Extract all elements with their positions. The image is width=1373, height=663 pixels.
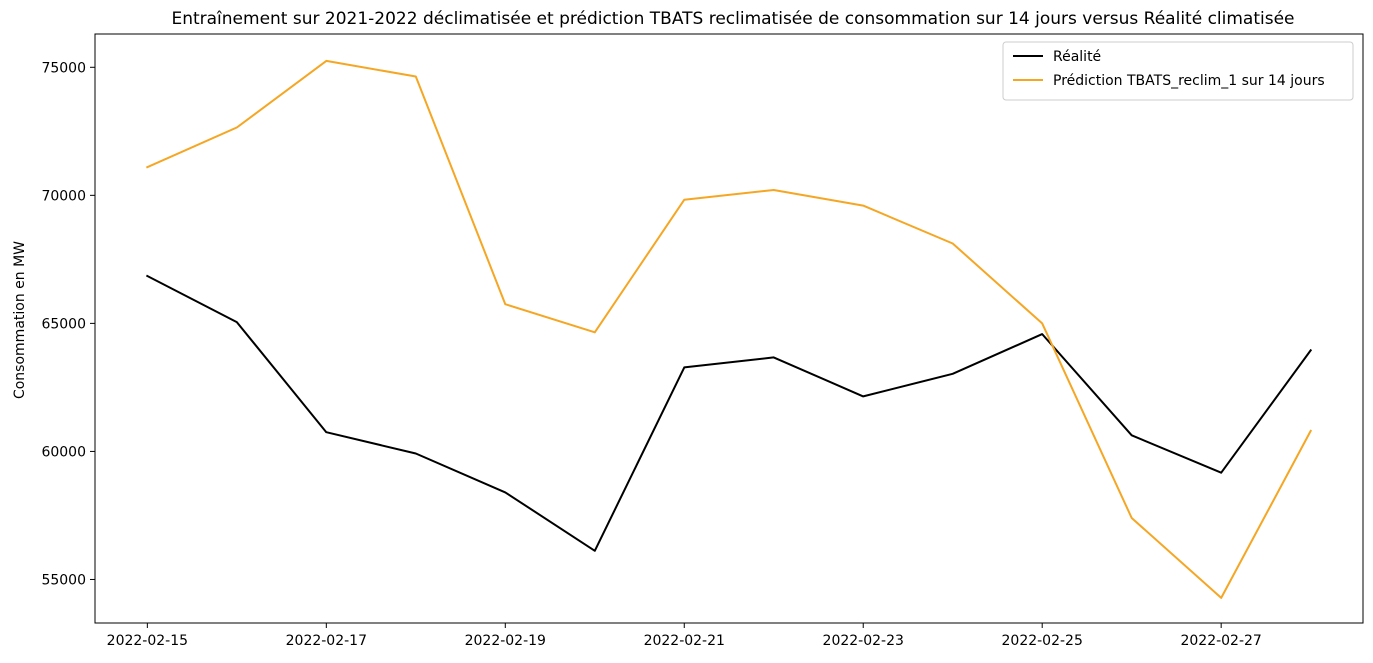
series-line-1	[145, 59, 1313, 599]
x-tick-label: 2022-02-17	[286, 633, 367, 649]
y-tick-label: 55000	[41, 572, 86, 588]
y-axis-label: Consommation en MW	[12, 241, 28, 399]
x-tick-label: 2022-02-25	[1002, 633, 1083, 649]
x-tick-label: 2022-02-27	[1180, 633, 1261, 649]
y-tick-label: 65000	[41, 316, 86, 332]
chart-title: Entraînement sur 2021-2022 déclimatisée …	[171, 9, 1294, 29]
x-tick-label: 2022-02-15	[107, 633, 188, 649]
y-tick-label: 70000	[41, 188, 86, 204]
x-tick-label: 2022-02-19	[465, 633, 546, 649]
x-tick-label: 2022-02-23	[823, 633, 904, 649]
x-tick-label: 2022-02-21	[644, 633, 725, 649]
legend-box	[1002, 41, 1354, 101]
plot-area: 55000 60000 65000 70000 75000 2022-02-15 2022-…	[41, 33, 1364, 649]
legend-label: Réalité	[1053, 49, 1101, 65]
legend-label: Prédiction TBATS_reclim_1 sur 14 jours	[1053, 73, 1325, 89]
y-tick-label: 60000	[41, 444, 86, 460]
plot-frame	[94, 33, 1364, 624]
series-line-0	[145, 274, 1313, 552]
y-tick-label: 75000	[41, 60, 86, 76]
